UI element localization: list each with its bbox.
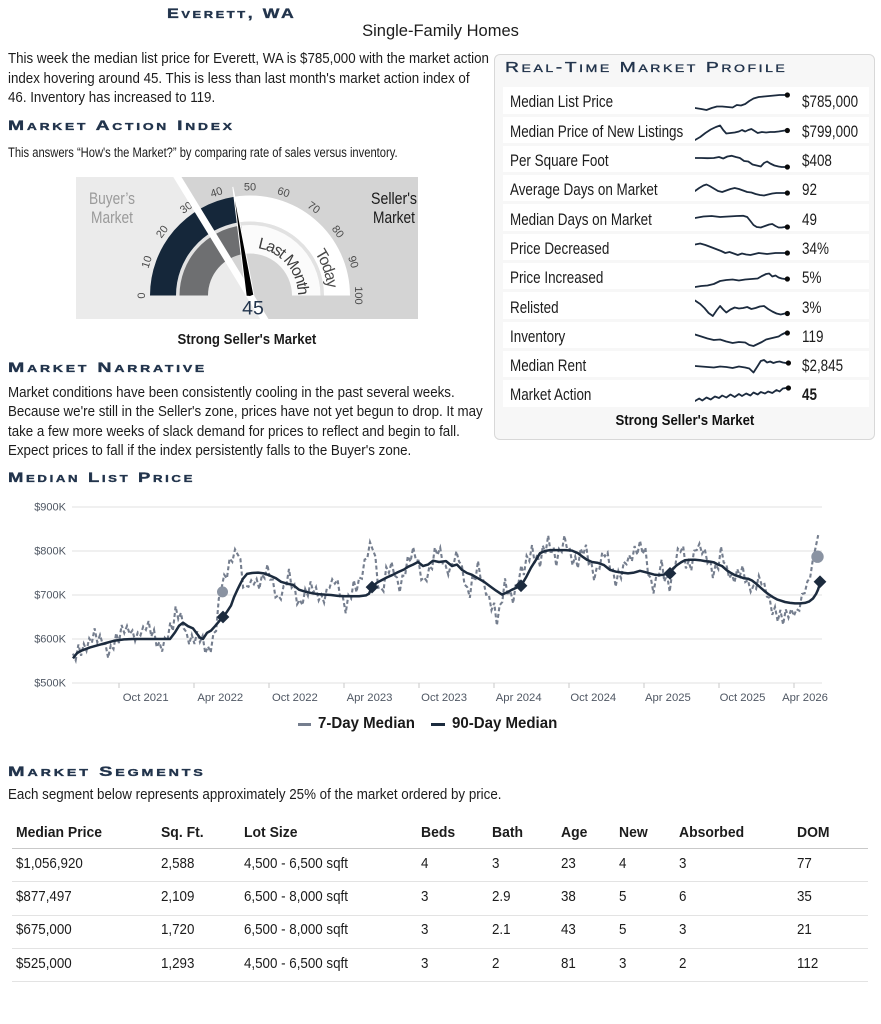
svg-text:Apr 2022: Apr 2022 (197, 692, 243, 704)
svg-text:70: 70 (305, 200, 322, 217)
svg-text:$500K: $500K (34, 678, 66, 690)
svg-text:0: 0 (136, 292, 148, 298)
svg-text:90: 90 (345, 254, 360, 269)
svg-text:50: 50 (244, 182, 256, 194)
svg-text:10: 10 (140, 254, 155, 269)
svg-text:Oct 2025: Oct 2025 (720, 692, 766, 704)
svg-text:45: 45 (242, 298, 264, 320)
svg-text:$700K: $700K (34, 590, 66, 602)
svg-text:Oct 2021: Oct 2021 (123, 692, 169, 704)
svg-text:Seller's: Seller's (371, 189, 417, 208)
svg-text:80: 80 (329, 224, 346, 241)
svg-text:Apr 2023: Apr 2023 (347, 692, 393, 704)
svg-text:40: 40 (209, 185, 224, 200)
svg-text:Apr 2024: Apr 2024 (496, 692, 542, 704)
svg-text:60: 60 (276, 185, 291, 200)
svg-text:Buyer’s: Buyer’s (89, 189, 135, 208)
svg-text:Oct 2022: Oct 2022 (272, 692, 318, 704)
svg-text:Oct 2023: Oct 2023 (421, 692, 467, 704)
svg-text:$600K: $600K (34, 634, 66, 646)
svg-text:Market: Market (91, 208, 133, 227)
svg-text:100: 100 (352, 286, 364, 304)
svg-text:Apr 2026: Apr 2026 (782, 692, 828, 704)
svg-text:$800K: $800K (34, 546, 66, 558)
svg-text:$900K: $900K (34, 502, 66, 514)
svg-text:Apr 2025: Apr 2025 (645, 692, 691, 704)
svg-text:20: 20 (154, 224, 171, 241)
svg-text:Oct 2024: Oct 2024 (570, 692, 616, 704)
svg-text:Market: Market (373, 208, 415, 227)
